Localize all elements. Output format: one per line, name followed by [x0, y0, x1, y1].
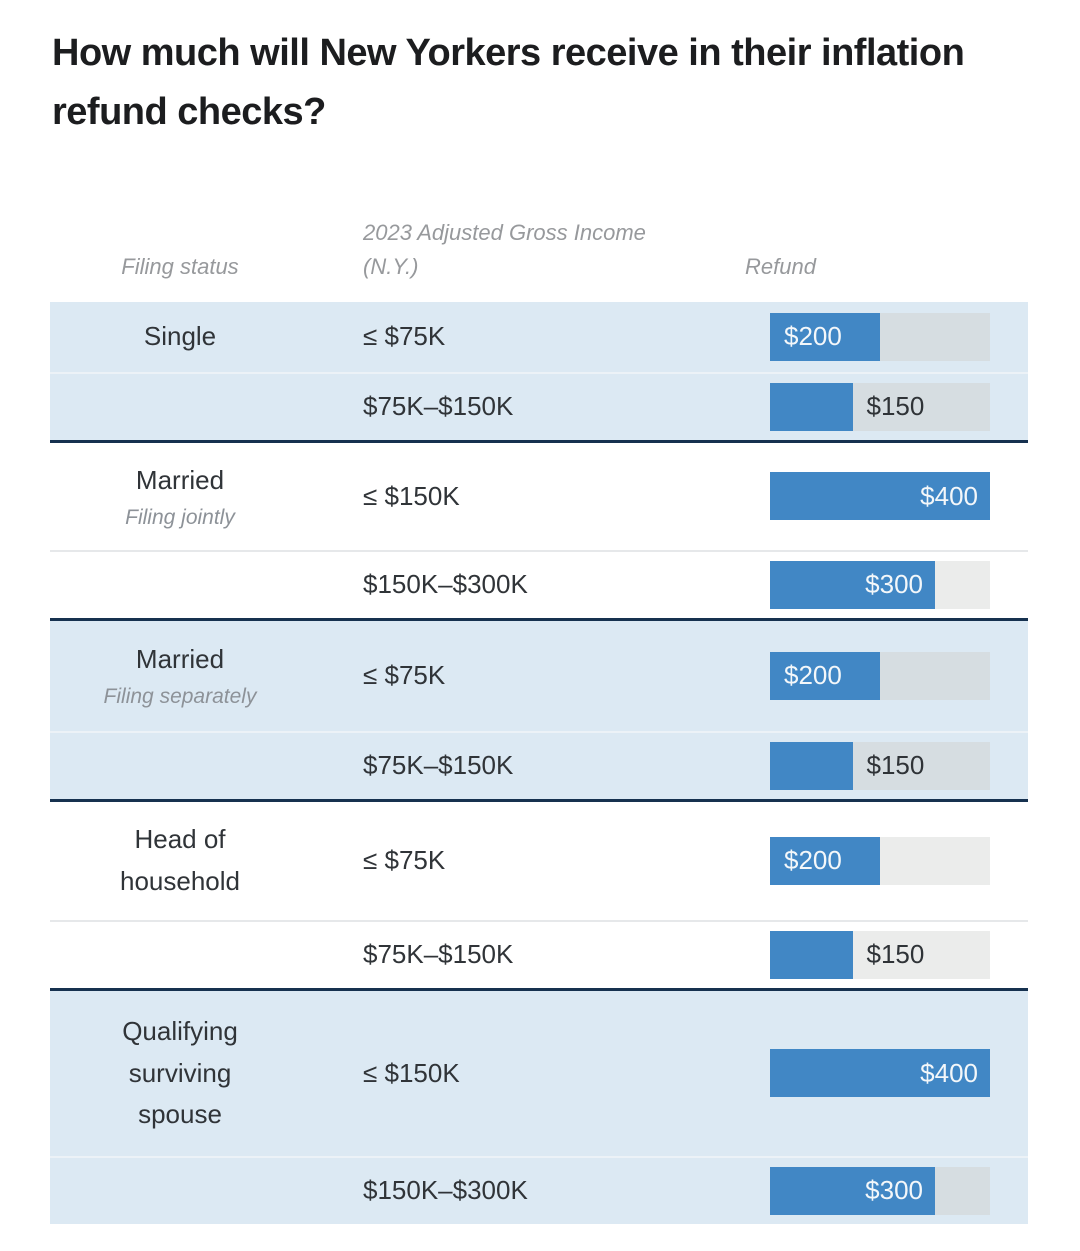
- table-row: $75K–$150K $150: [50, 730, 1028, 799]
- filing-status-label: Qualifying surviving spouse: [122, 1016, 238, 1130]
- refund-cell: $200: [770, 836, 1028, 885]
- table-row: Single ≤ $75K $200: [50, 302, 1028, 372]
- refund-cell: $300: [770, 1166, 1028, 1215]
- refund-cell: $400: [770, 472, 1028, 521]
- refund-bar-track: $300: [770, 1166, 990, 1215]
- filing-status-cell: Single: [50, 308, 310, 366]
- income-cell: ≤ $75K: [363, 321, 446, 352]
- income-cell: $75K–$150K: [363, 939, 514, 970]
- refund-cell: $200: [770, 651, 1028, 700]
- refund-bar-fill: $200: [770, 836, 880, 885]
- refund-cell: $150: [770, 930, 1028, 979]
- filing-status-cell: Married Filing separately: [50, 631, 310, 720]
- refund-cell: $300: [770, 560, 1028, 609]
- table-row: $75K–$150K $150: [50, 919, 1028, 988]
- income-cell: ≤ $75K: [363, 845, 446, 876]
- refund-value-label: $150: [866, 939, 925, 970]
- refund-bar-track: $200: [770, 836, 990, 885]
- refund-bar-fill: [770, 930, 853, 979]
- group-single: Single ≤ $75K $200 $75K–$150K: [50, 301, 1028, 443]
- filing-status-cell: [50, 399, 310, 415]
- filing-status-cell: Head of household: [50, 811, 310, 910]
- filing-status-label: Married: [135, 464, 225, 495]
- refund-bar-fill: $400: [770, 1049, 990, 1098]
- refund-value-label: $150: [866, 391, 925, 422]
- filing-status-cell: [50, 577, 310, 593]
- refund-bar-fill: $400: [770, 472, 990, 521]
- refund-value-label: $200: [784, 321, 842, 352]
- filing-status-cell: Married Filing jointly: [50, 452, 310, 541]
- refund-bar-track: $150: [770, 741, 990, 790]
- filing-status-label: Married: [135, 644, 225, 675]
- refund-bar-fill: [770, 382, 853, 431]
- filing-status-cell: [50, 947, 310, 963]
- refund-value-label: $200: [784, 845, 842, 876]
- filing-status-label: Head of household: [120, 824, 240, 896]
- refund-value-label: $400: [920, 480, 978, 511]
- refund-bar-track: $300: [770, 560, 990, 609]
- table-row: $150K–$300K $300: [50, 1155, 1028, 1224]
- table-row: Head of household ≤ $75K $200: [50, 802, 1028, 920]
- refund-cell: $150: [770, 741, 1028, 790]
- table-row: Married Filing jointly ≤ $150K $400: [50, 443, 1028, 550]
- table-row: Qualifying surviving spouse ≤ $150K $400: [50, 991, 1028, 1156]
- refund-bar-fill: [770, 741, 853, 790]
- group-married-separately: Married Filing separately ≤ $75K $200 $7…: [50, 620, 1028, 802]
- column-header-filing-status: Filing status: [121, 253, 239, 279]
- refund-cell: $200: [770, 312, 1028, 361]
- group-married-jointly: Married Filing jointly ≤ $150K $400 $150…: [50, 442, 1028, 621]
- filing-status-cell: [50, 1183, 310, 1199]
- refund-value-label: $400: [920, 1057, 978, 1088]
- column-header-income: 2023 Adjusted Gross Income (N.Y.): [363, 219, 646, 279]
- page-title: How much will New Yorkers receive in the…: [52, 32, 965, 133]
- income-cell: ≤ $75K: [363, 660, 446, 691]
- income-cell: ≤ $150K: [363, 480, 460, 511]
- refund-value-label: $150: [866, 750, 925, 781]
- filing-status-cell: Qualifying surviving spouse: [50, 1003, 310, 1144]
- refund-bar-track: $400: [770, 472, 990, 521]
- refund-bar-track: $400: [770, 1049, 990, 1098]
- filing-status-sublabel: Filing jointly: [125, 505, 235, 529]
- refund-bar-fill: $300: [770, 560, 935, 609]
- refund-bar-track: $200: [770, 312, 990, 361]
- column-header-refund: Refund: [745, 253, 816, 279]
- refund-table: Filing status 2023 Adjusted Gross Income…: [50, 216, 1028, 1224]
- refund-bar-track: $150: [770, 930, 990, 979]
- income-cell: $150K–$300K: [363, 569, 528, 600]
- group-qualifying-surviving-spouse: Qualifying surviving spouse ≤ $150K $400…: [50, 990, 1028, 1224]
- filing-status-cell: [50, 758, 310, 774]
- refund-bar-fill: $200: [770, 651, 880, 700]
- refund-bar-track: $200: [770, 651, 990, 700]
- table-row: Married Filing separately ≤ $75K $200: [50, 621, 1028, 731]
- refund-bar-track: $150: [770, 382, 990, 431]
- refund-value-label: $300: [865, 1175, 923, 1206]
- group-head-of-household: Head of household ≤ $75K $200 $75K–$150K: [50, 801, 1028, 991]
- refund-bar-fill: $300: [770, 1166, 935, 1215]
- refund-cell: $150: [770, 382, 1028, 431]
- income-cell: $75K–$150K: [363, 750, 514, 781]
- refund-value-label: $200: [784, 660, 842, 691]
- refund-cell: $400: [770, 1049, 1028, 1098]
- table-row: $75K–$150K $150: [50, 371, 1028, 440]
- income-cell: ≤ $150K: [363, 1057, 460, 1088]
- income-cell: $150K–$300K: [363, 1175, 528, 1206]
- filing-status-sublabel: Filing separately: [103, 685, 257, 709]
- refund-value-label: $300: [865, 569, 923, 600]
- refund-bar-fill: $200: [770, 312, 880, 361]
- table-header-row: Filing status 2023 Adjusted Gross Income…: [50, 216, 1028, 284]
- filing-status-label: Single: [143, 321, 217, 352]
- table-row: $150K–$300K $300: [50, 549, 1028, 618]
- income-cell: $75K–$150K: [363, 391, 514, 422]
